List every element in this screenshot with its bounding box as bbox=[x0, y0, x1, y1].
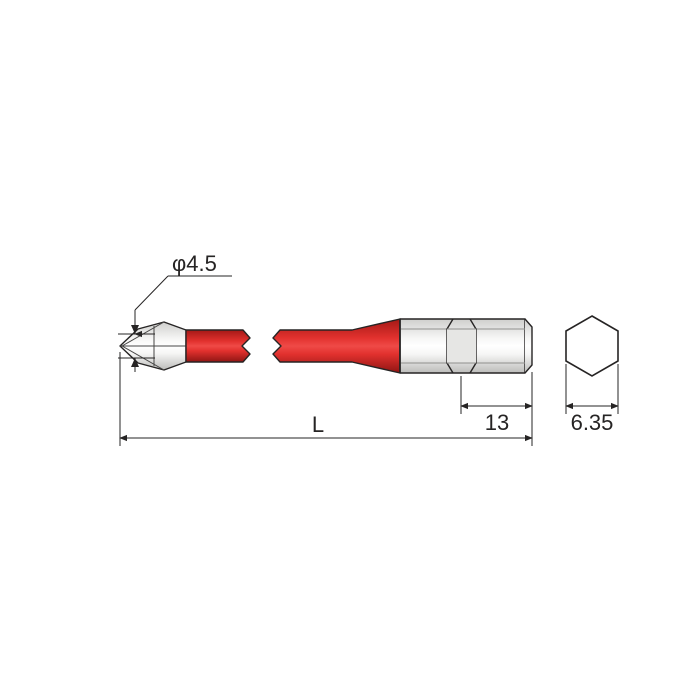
hex-shank bbox=[400, 319, 532, 373]
label-shank-13: 13 bbox=[485, 410, 509, 435]
hex-end-view-icon bbox=[566, 316, 618, 376]
dimension-drawing: φ4.5 L 13 6.35 bbox=[0, 0, 700, 700]
red-shaft-left bbox=[186, 330, 250, 362]
label-hex-635: 6.35 bbox=[571, 410, 614, 435]
label-tip-diameter: φ4.5 bbox=[172, 251, 217, 276]
label-overall-length: L bbox=[312, 412, 324, 437]
